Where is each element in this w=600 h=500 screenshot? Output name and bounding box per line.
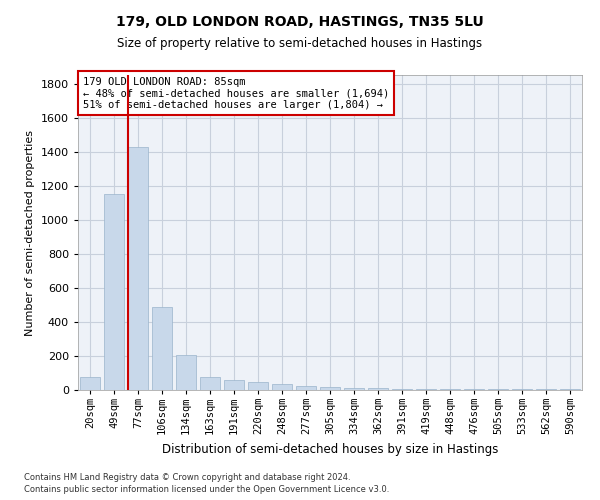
Bar — [80, 377, 100, 390]
Bar — [368, 388, 388, 390]
Bar — [128, 146, 148, 390]
Bar — [488, 389, 508, 390]
Bar — [320, 386, 340, 390]
Bar — [416, 389, 436, 390]
Text: 179 OLD LONDON ROAD: 85sqm
← 48% of semi-detached houses are smaller (1,694)
51%: 179 OLD LONDON ROAD: 85sqm ← 48% of semi… — [83, 76, 389, 110]
Text: Contains HM Land Registry data © Crown copyright and database right 2024.: Contains HM Land Registry data © Crown c… — [24, 474, 350, 482]
Bar — [392, 389, 412, 390]
Bar — [224, 380, 244, 390]
Bar — [200, 377, 220, 390]
Bar — [512, 389, 532, 390]
X-axis label: Distribution of semi-detached houses by size in Hastings: Distribution of semi-detached houses by … — [162, 443, 498, 456]
Bar — [464, 389, 484, 390]
Y-axis label: Number of semi-detached properties: Number of semi-detached properties — [25, 130, 35, 336]
Bar — [272, 384, 292, 390]
Bar — [176, 355, 196, 390]
Bar — [536, 389, 556, 390]
Bar — [296, 386, 316, 390]
Bar — [152, 306, 172, 390]
Bar — [344, 388, 364, 390]
Text: Contains public sector information licensed under the Open Government Licence v3: Contains public sector information licen… — [24, 485, 389, 494]
Bar — [560, 389, 580, 390]
Bar — [104, 194, 124, 390]
Bar — [440, 389, 460, 390]
Text: 179, OLD LONDON ROAD, HASTINGS, TN35 5LU: 179, OLD LONDON ROAD, HASTINGS, TN35 5LU — [116, 15, 484, 29]
Bar — [248, 382, 268, 390]
Text: Size of property relative to semi-detached houses in Hastings: Size of property relative to semi-detach… — [118, 38, 482, 51]
